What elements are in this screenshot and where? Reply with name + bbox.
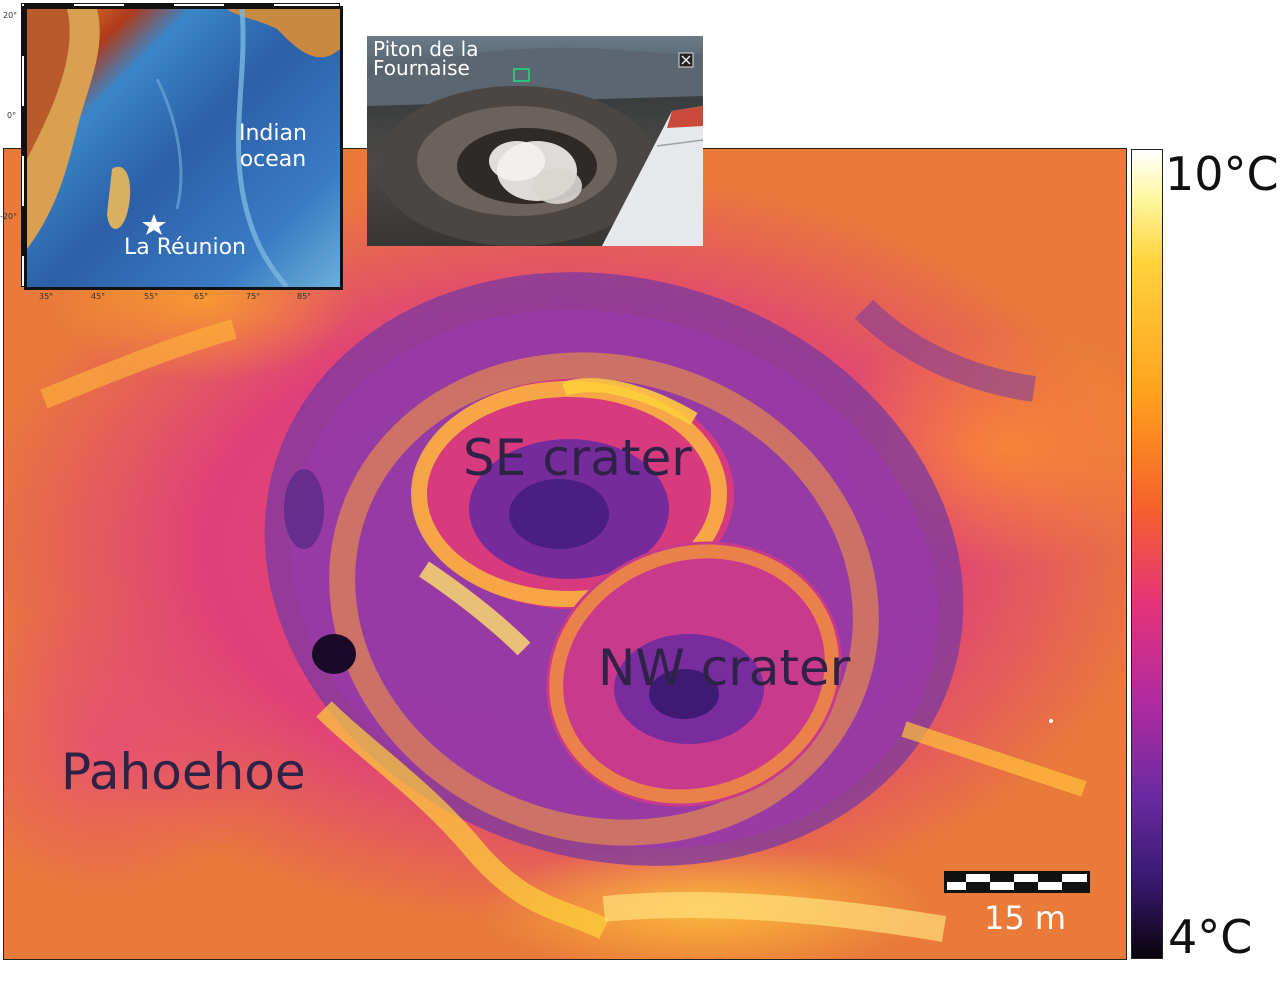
lon-tick-75: 75° (246, 292, 261, 301)
camera-marker-icon (678, 52, 694, 68)
photo-title: Piton de la Fournaise (373, 37, 479, 80)
scale-bar-label: 15 m (984, 899, 1067, 937)
inset-location-map: Indian ocean La Réunion (24, 6, 343, 290)
inset-aerial-photo: Piton de la Fournaise (367, 36, 703, 246)
pahoehoe-label: Pahoehoe (61, 743, 306, 801)
temperature-colorbar (1131, 149, 1163, 959)
thermal-image: SE crater NW crater Pahoehoe (3, 148, 1127, 960)
lat-tick-0: 0° (7, 111, 17, 120)
colorbar-min-label: 4°C (1168, 910, 1253, 964)
scale-bar (944, 871, 1090, 893)
colorbar-max-label: 10°C (1165, 147, 1279, 201)
map-terrain (27, 9, 340, 287)
se-crater-label: SE crater (463, 429, 692, 487)
photo-scene (367, 47, 703, 246)
ocean-label: Indian ocean (239, 121, 307, 173)
lat-tick-20s: -20° (0, 212, 18, 221)
nw-crater-label: NW crater (598, 639, 851, 697)
lon-tick-65: 65° (194, 292, 209, 301)
reunion-label: La Réunion (124, 235, 246, 260)
lat-tick-20n: 20° (3, 11, 18, 20)
lon-tick-35: 35° (39, 292, 54, 301)
thermal-overlay (40, 272, 1087, 942)
lon-tick-85: 85° (297, 292, 312, 301)
lon-tick-55: 55° (144, 292, 159, 301)
lon-tick-45: 45° (91, 292, 106, 301)
